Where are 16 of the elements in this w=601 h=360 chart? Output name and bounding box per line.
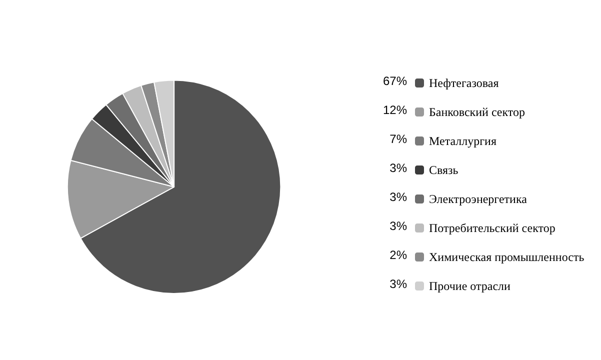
legend-label: Прочие отрасли [429, 279, 512, 293]
data-label: 67% [382, 74, 408, 88]
data-label: 3% [390, 277, 408, 291]
data-label: 3% [390, 219, 408, 233]
data-label: 2% [390, 248, 408, 262]
legend-label: Химическая промышленность [429, 250, 585, 264]
data-label: 3% [390, 161, 408, 175]
data-label: 3% [390, 190, 408, 204]
legend-label: Банковский сектор [429, 105, 526, 119]
legend-label: Электроэнергетика [429, 192, 528, 206]
data-label: 7% [390, 132, 408, 146]
legend-label: Потребительский сектор [429, 221, 556, 235]
data-label: 12% [382, 103, 408, 117]
legend-label: Связь [429, 163, 459, 177]
legend-label: Металлургия [429, 134, 497, 148]
legend-label: Нефтегазовая [429, 76, 500, 90]
